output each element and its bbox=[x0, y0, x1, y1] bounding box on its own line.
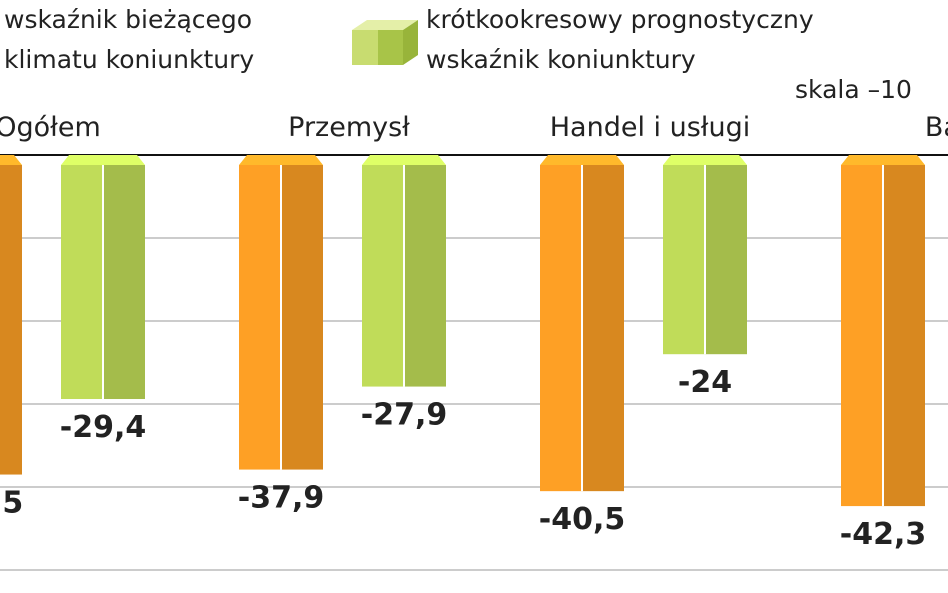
bar-3d bbox=[0, 155, 22, 475]
bar-3d bbox=[663, 155, 747, 355]
bar bbox=[841, 165, 883, 507]
bar-top bbox=[61, 155, 145, 165]
bar-3d bbox=[540, 155, 624, 492]
bar-top bbox=[663, 155, 747, 165]
bar-3d bbox=[841, 155, 925, 507]
bar bbox=[663, 165, 705, 355]
bar-top bbox=[540, 155, 624, 165]
legend-label: krótkookresowy prognostyczny wskaźnik ko… bbox=[426, 5, 814, 74]
bar bbox=[239, 165, 281, 470]
bar bbox=[61, 165, 103, 400]
bar bbox=[362, 165, 404, 387]
value-label: -27,9 bbox=[361, 398, 447, 433]
bar-3d bbox=[61, 155, 145, 400]
bar-3d bbox=[239, 155, 323, 470]
bar-side bbox=[103, 165, 145, 400]
bar-side bbox=[705, 165, 747, 355]
bar-side bbox=[404, 165, 446, 387]
bar-side bbox=[281, 165, 323, 470]
bar bbox=[540, 165, 582, 492]
bar-top bbox=[362, 155, 446, 165]
legend-swatch bbox=[352, 20, 418, 65]
bar-side bbox=[582, 165, 624, 492]
bar-top bbox=[239, 155, 323, 165]
bar-top bbox=[0, 155, 22, 165]
value-label: -42,3 bbox=[840, 517, 926, 552]
subtitle: skala –10 bbox=[795, 75, 912, 104]
bar-top bbox=[841, 155, 925, 165]
category-label: Przemysł bbox=[288, 112, 410, 143]
category-label: Ogółem bbox=[0, 112, 101, 143]
value-label: -37,9 bbox=[238, 481, 324, 516]
category-label: Handel i usługi bbox=[550, 112, 750, 143]
value-label: -24 bbox=[678, 365, 732, 400]
value-label: -38,5 bbox=[0, 486, 23, 521]
category-label: Ban bbox=[925, 112, 948, 143]
bar-side bbox=[883, 165, 925, 507]
value-label: -40,5 bbox=[539, 502, 625, 537]
legend-label: wskaźnik bieżącego klimatu koniunktury bbox=[4, 5, 255, 74]
value-label: -29,4 bbox=[60, 410, 146, 445]
bar-side bbox=[0, 165, 22, 475]
bar-3d bbox=[362, 155, 446, 387]
